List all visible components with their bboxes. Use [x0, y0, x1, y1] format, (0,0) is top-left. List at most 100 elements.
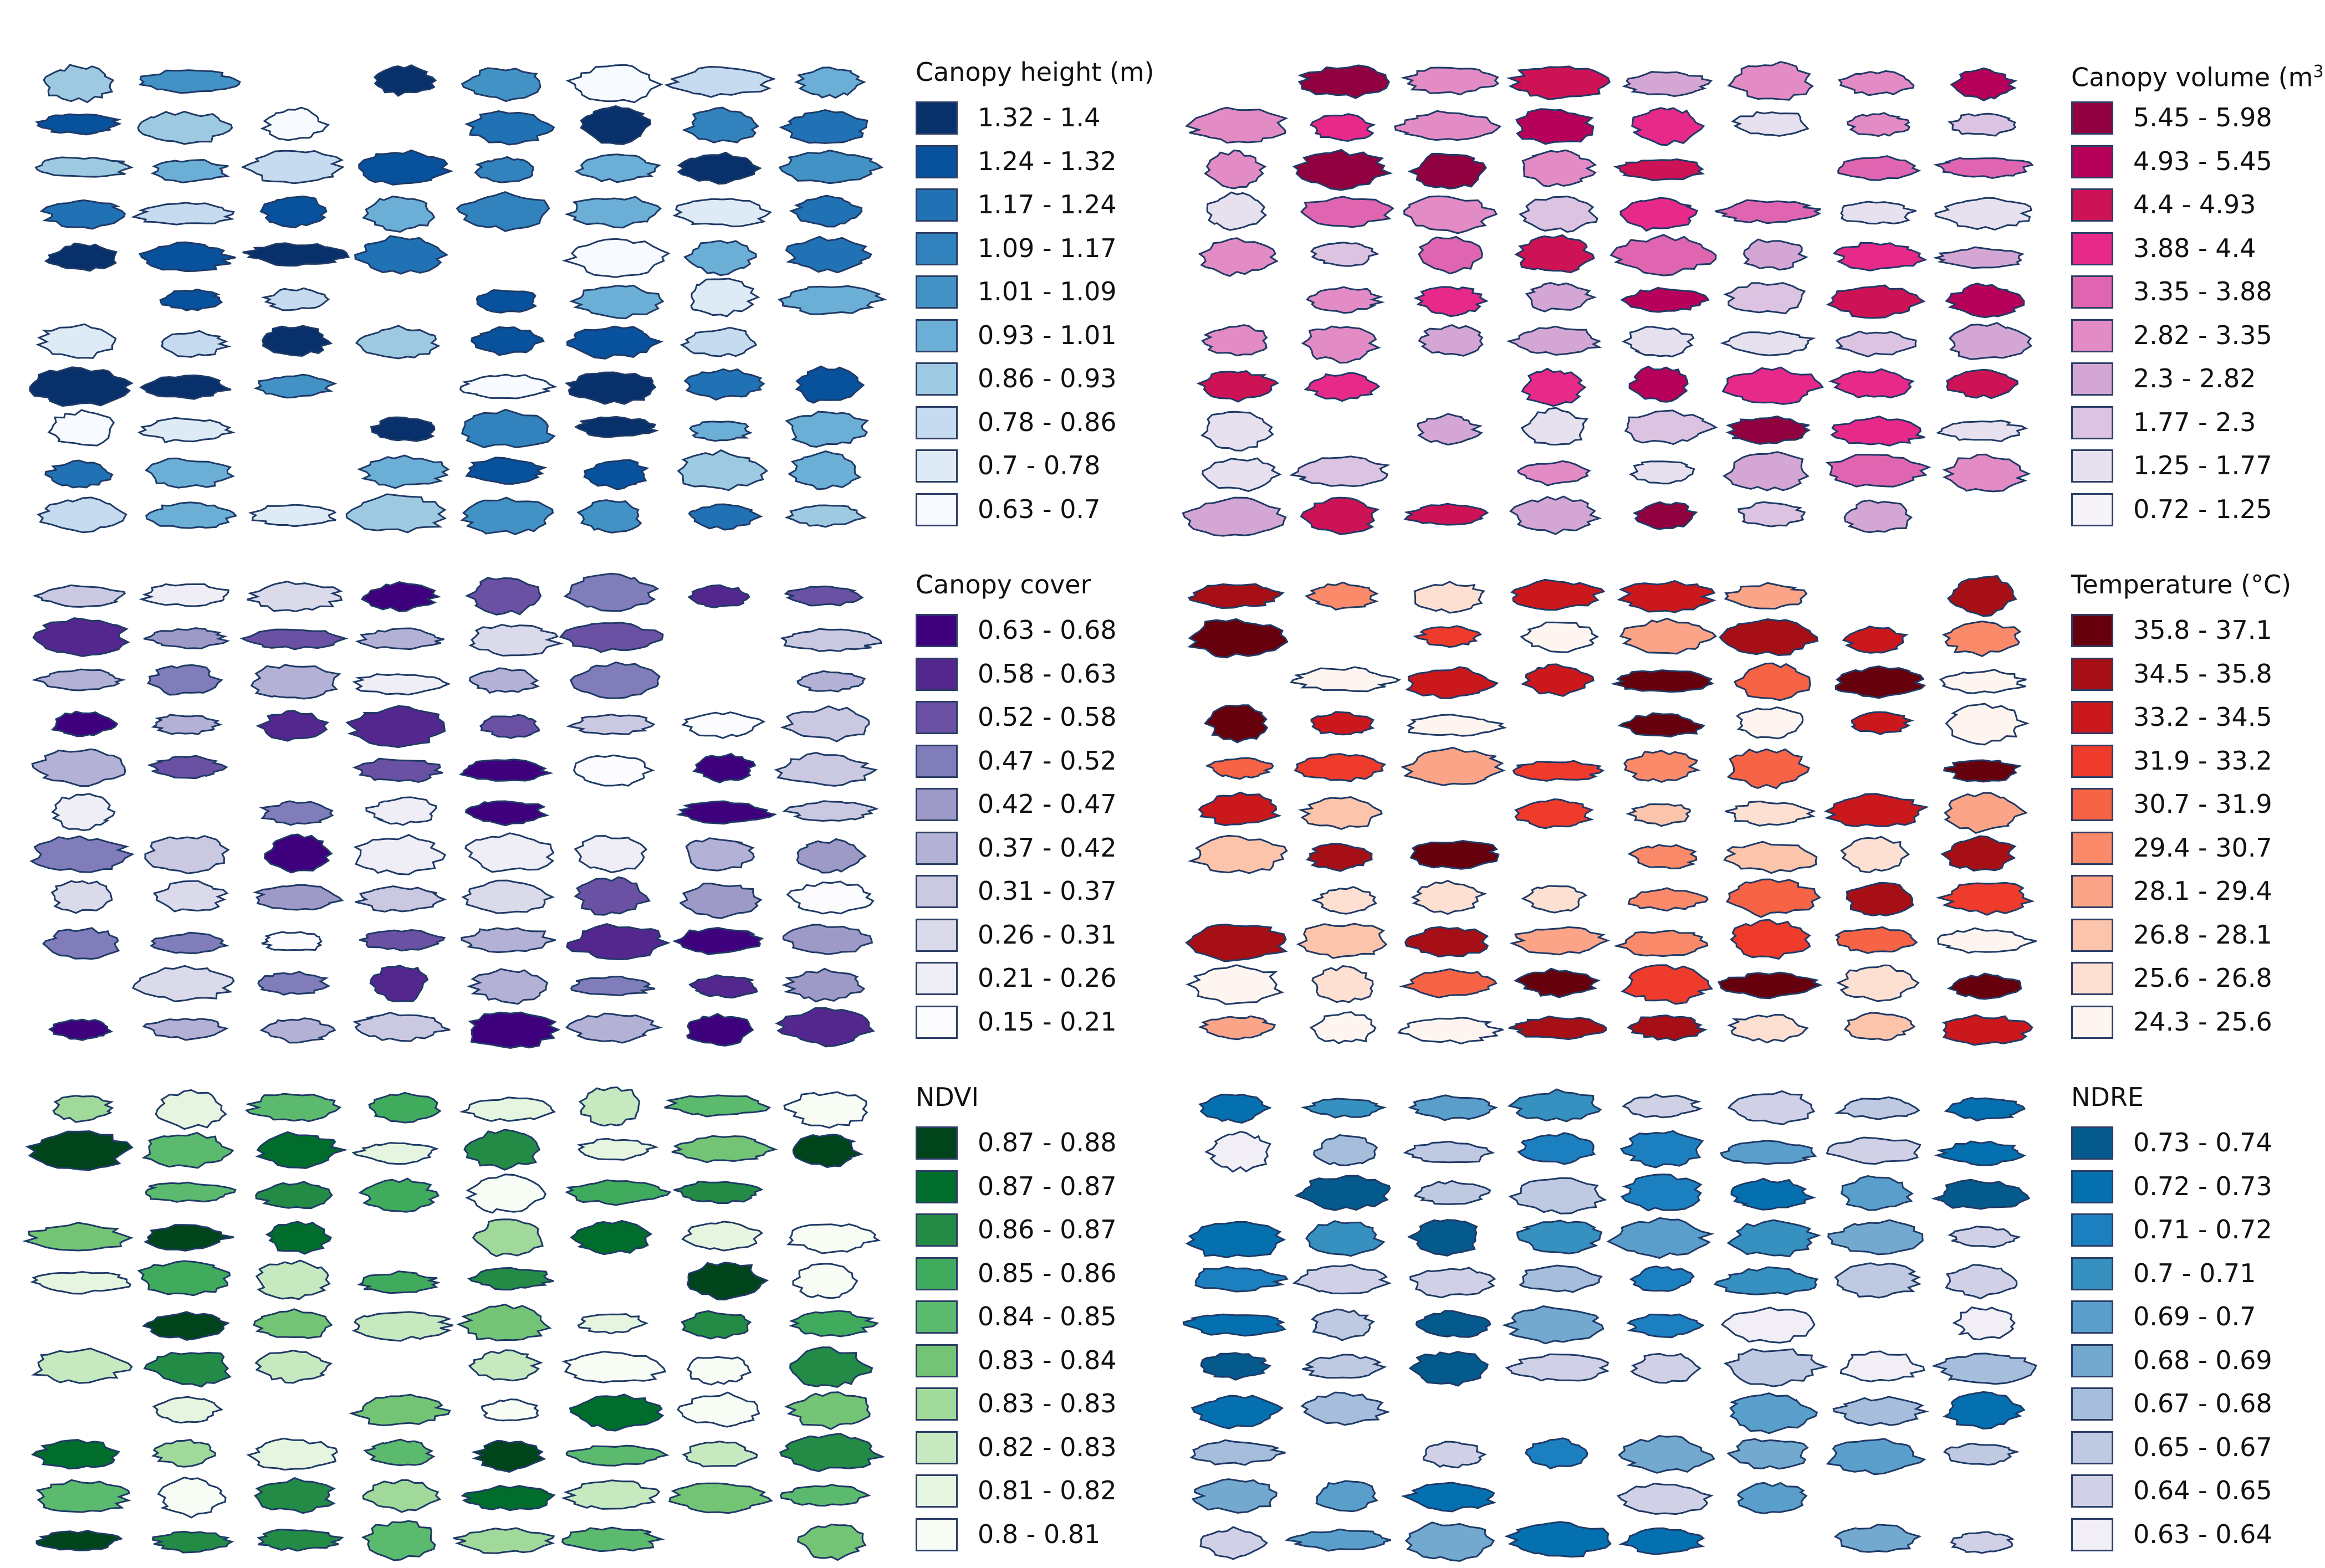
plot-polygon — [470, 326, 545, 356]
plot-polygon — [1950, 67, 2018, 101]
legend-label: 33.2 - 34.5 — [2133, 702, 2272, 732]
plot-polygon — [35, 323, 117, 359]
plot-polygon — [151, 714, 223, 735]
plot-polygon — [1623, 750, 1701, 783]
plot-polygon — [1202, 457, 1282, 493]
plot-polygon — [1946, 368, 2019, 399]
panel-temperature: Temperature (°C) 35.8 - 37.1 34.5 - 35.8 3… — [1178, 568, 2319, 1055]
plot-polygon — [1413, 1180, 1491, 1205]
plot-polygon — [35, 1530, 124, 1551]
legend-label: 0.37 - 0.42 — [978, 832, 1117, 863]
legend-swatch — [2071, 362, 2113, 396]
map-temperature — [1185, 575, 2037, 1046]
legend-swatch — [2071, 1257, 2113, 1290]
plot-polygon — [1719, 1140, 1817, 1165]
plot-polygon — [255, 1259, 331, 1300]
plot-polygon — [786, 1223, 881, 1254]
plot-polygon — [151, 1530, 234, 1554]
panel-canopy-volume: Canopy volume (m3) 5.45 - 5.98 4.93 - 5.4… — [1178, 55, 2325, 543]
plot-polygon — [1622, 1093, 1703, 1119]
plot-polygon — [1191, 1478, 1278, 1514]
plot-polygon — [1517, 1132, 1596, 1165]
plot-polygon — [1738, 501, 1806, 527]
plot-polygon — [1617, 580, 1716, 613]
legend-label: 35.8 - 37.1 — [2133, 615, 2272, 645]
plot-polygon — [1304, 372, 1381, 402]
plot-polygon — [561, 238, 671, 278]
plot-polygon — [1942, 453, 2031, 493]
legend-item: 0.84 - 0.85 — [916, 1296, 1159, 1339]
legend-swatch — [916, 918, 958, 952]
plot-polygon — [1610, 669, 1715, 693]
legend-title: Canopy volume (m3) — [2071, 62, 2325, 93]
plot-polygon — [1839, 836, 1910, 874]
legend-temperature: Temperature (°C) 35.8 - 37.1 34.5 - 35.8 3… — [2042, 568, 2319, 1055]
legend-title: Temperature (°C) — [2071, 570, 2292, 599]
plot-polygon — [360, 581, 442, 613]
legend-label: 0.73 - 0.74 — [2133, 1128, 2272, 1157]
plot-polygon — [688, 421, 753, 442]
legend-item: 0.58 - 0.63 — [916, 653, 1159, 696]
plot-polygon — [1836, 964, 1920, 1002]
plot-polygon — [1411, 879, 1488, 915]
plot-polygon — [244, 1093, 342, 1123]
legend-swatch — [2071, 657, 2113, 691]
plot-polygon — [1840, 1175, 1914, 1211]
plot-polygon — [1187, 834, 1288, 874]
legend-label: 0.82 - 0.83 — [978, 1432, 1117, 1462]
plot-polygon — [1189, 1439, 1286, 1466]
plot-polygon — [1935, 882, 2035, 916]
plot-polygon — [139, 374, 232, 400]
legend-item: 34.5 - 35.8 — [2071, 653, 2315, 696]
plot-polygon — [683, 240, 757, 276]
legend-label: 0.63 - 0.7 — [978, 494, 1101, 524]
legend-item: 30.7 - 31.9 — [2071, 783, 2315, 827]
plot-polygon — [456, 191, 550, 232]
panel-canopy-cover: Canopy cover 0.63 - 0.68 0.58 - 0.63 0.52 … — [22, 568, 1164, 1055]
legend-label: 0.7 - 0.71 — [2133, 1258, 2256, 1288]
legend-label: 0.84 - 0.85 — [978, 1301, 1117, 1331]
plot-polygon — [52, 1095, 114, 1123]
plot-polygon — [248, 504, 337, 527]
legend-item: 0.85 - 0.86 — [916, 1253, 1159, 1296]
plot-polygon — [569, 284, 665, 320]
plot-polygon — [1943, 759, 2023, 783]
plot-polygon — [664, 1094, 771, 1118]
plot-polygon — [1190, 1395, 1284, 1429]
plot-polygon — [1946, 575, 2017, 617]
plot-polygon — [559, 622, 664, 653]
legend-swatch — [2071, 831, 2113, 865]
plot-polygon — [1185, 923, 1288, 962]
plot-polygon — [1613, 158, 1705, 181]
legend-label: 0.15 - 0.21 — [978, 1006, 1117, 1037]
plot-polygon — [247, 581, 343, 612]
legend-label: 0.64 - 0.65 — [2133, 1475, 2272, 1505]
plot-polygon — [1617, 712, 1706, 738]
plot-polygon — [565, 64, 663, 104]
plot-polygon — [1305, 843, 1373, 872]
plot-polygon — [1301, 325, 1381, 364]
plot-polygon — [677, 1391, 760, 1428]
plot-polygon — [789, 1346, 873, 1388]
plot-polygon — [255, 1181, 333, 1210]
legend-item: 1.01 - 1.09 — [916, 271, 1159, 314]
legend-label: 1.32 - 1.4 — [978, 103, 1101, 132]
plot-polygon — [35, 1479, 131, 1513]
plot-polygon — [1935, 419, 2028, 443]
plot-polygon — [1417, 413, 1483, 446]
plot-polygon — [679, 326, 758, 357]
plot-polygon — [253, 373, 338, 399]
plot-polygon — [1399, 968, 1498, 998]
plot-polygon — [690, 278, 760, 317]
plot-polygon — [373, 64, 437, 97]
plot-polygon — [459, 1096, 556, 1122]
plot-polygon — [1520, 407, 1589, 446]
plot-polygon — [1310, 242, 1380, 267]
plot-polygon — [348, 1393, 451, 1427]
plot-polygon — [574, 876, 651, 916]
plot-polygon — [1194, 1265, 1289, 1293]
legend-swatch — [916, 875, 958, 908]
legend-label: 4.4 - 4.93 — [2133, 189, 2256, 219]
plot-polygon — [1506, 65, 1611, 100]
plot-polygon — [570, 1219, 653, 1256]
